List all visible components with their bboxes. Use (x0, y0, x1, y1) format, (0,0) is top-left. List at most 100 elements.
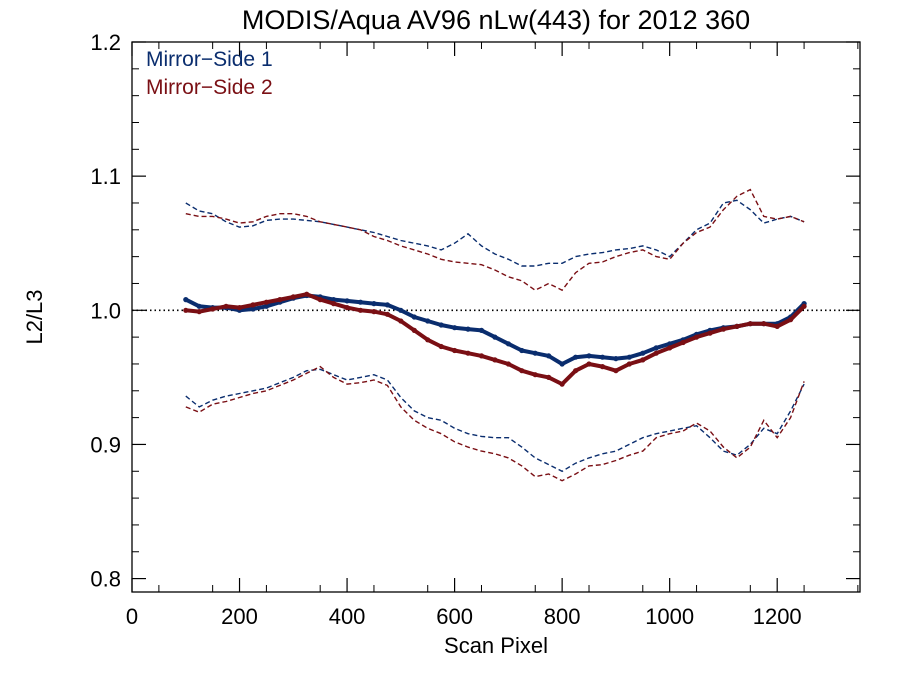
series-1 (183, 292, 807, 367)
data-point (317, 297, 323, 303)
data-point (344, 305, 350, 311)
data-point (411, 314, 417, 320)
y-tick-label: 1.2 (90, 30, 121, 55)
data-point (492, 334, 498, 340)
x-tick-label: 600 (436, 604, 473, 629)
data-point (371, 309, 377, 315)
data-point (519, 347, 525, 354)
data-point (411, 327, 417, 333)
data-point (236, 305, 243, 311)
series-line (185, 368, 805, 473)
data-point (452, 347, 458, 354)
data-point (263, 303, 269, 309)
data-point (492, 357, 498, 363)
data-point (183, 307, 189, 313)
data-point (667, 341, 673, 347)
data-point (505, 341, 511, 347)
data-point (519, 368, 525, 374)
data-point (357, 299, 364, 305)
data-point (734, 323, 740, 329)
data-point (196, 309, 202, 315)
data-point (626, 361, 632, 367)
data-point (747, 321, 753, 327)
data-point (223, 303, 229, 309)
series-line (185, 188, 805, 292)
data-point (626, 354, 632, 360)
data-point (398, 318, 404, 324)
data-point (290, 294, 296, 300)
data-point (384, 302, 390, 308)
data-point (653, 350, 659, 356)
data-point (210, 306, 216, 312)
x-axis-label: Scan Pixel (444, 633, 548, 658)
y-tick-label: 0.9 (90, 432, 121, 457)
x-tick-label: 1200 (753, 604, 802, 629)
data-point (277, 297, 283, 303)
data-point (707, 330, 713, 336)
y-axis-label: L2/L3 (22, 289, 47, 344)
y-tick-label: 1.1 (90, 164, 121, 189)
data-point (505, 361, 511, 367)
data-point (599, 364, 606, 370)
data-point (478, 327, 485, 333)
series-line (185, 365, 805, 482)
series-6 (185, 365, 805, 482)
plot-area-frame (131, 41, 861, 593)
data-point (801, 303, 807, 309)
data-point (586, 361, 592, 367)
data-point (640, 350, 646, 356)
data-point (586, 353, 592, 359)
chart-title: MODIS/Aqua AV96 nLw(443) for 2012 360 (242, 5, 750, 35)
data-point (613, 356, 619, 362)
series-4 (185, 188, 805, 292)
data-point (425, 318, 431, 324)
data-point (559, 381, 565, 387)
data-point (304, 291, 310, 297)
data-point (250, 302, 256, 308)
data-point (263, 299, 269, 305)
legend-item-mirror-side-2: Mirror−Side 2 (146, 76, 273, 99)
data-point (196, 303, 202, 309)
data-point (532, 372, 538, 378)
data-point (465, 350, 471, 356)
series-3 (185, 199, 805, 267)
data-point (774, 323, 780, 329)
data-point (613, 368, 619, 374)
data-point (465, 326, 471, 332)
x-tick-label: 200 (221, 604, 258, 629)
legend: Mirror−Side 1 Mirror−Side 2 (146, 48, 273, 99)
data-point (653, 345, 659, 351)
data-point (680, 339, 686, 346)
x-tick-label: 0 (126, 604, 138, 629)
data-point (667, 345, 673, 351)
series-line (185, 199, 805, 267)
data-point (761, 321, 767, 327)
data-point (438, 343, 444, 350)
data-point (331, 301, 337, 307)
data-point (250, 306, 256, 312)
data-point (546, 353, 552, 359)
data-point (344, 298, 350, 304)
data-point (425, 337, 431, 343)
ticks-layer: 0 200 400 600 800 1000 1200 0.8 0.9 1.0 1.1 1.2 (90, 30, 860, 629)
x-tick-label: 1000 (645, 604, 694, 629)
data-point (331, 297, 337, 303)
series-5 (185, 368, 805, 473)
legend-item-mirror-side-1: Mirror−Side 1 (146, 48, 273, 71)
x-tick-label: 800 (544, 604, 581, 629)
data-point (599, 354, 606, 360)
data-point (559, 361, 565, 367)
y-tick-label: 1.0 (90, 298, 121, 323)
data-point (788, 317, 794, 323)
series-layer (183, 188, 807, 482)
data-point (183, 297, 189, 303)
data-point (720, 326, 727, 332)
data-point (357, 307, 364, 313)
data-point (573, 354, 579, 360)
y-tick-label: 0.8 (90, 567, 121, 592)
data-point (573, 368, 579, 374)
data-point (371, 301, 377, 307)
series-2 (183, 291, 807, 387)
data-point (693, 334, 700, 340)
